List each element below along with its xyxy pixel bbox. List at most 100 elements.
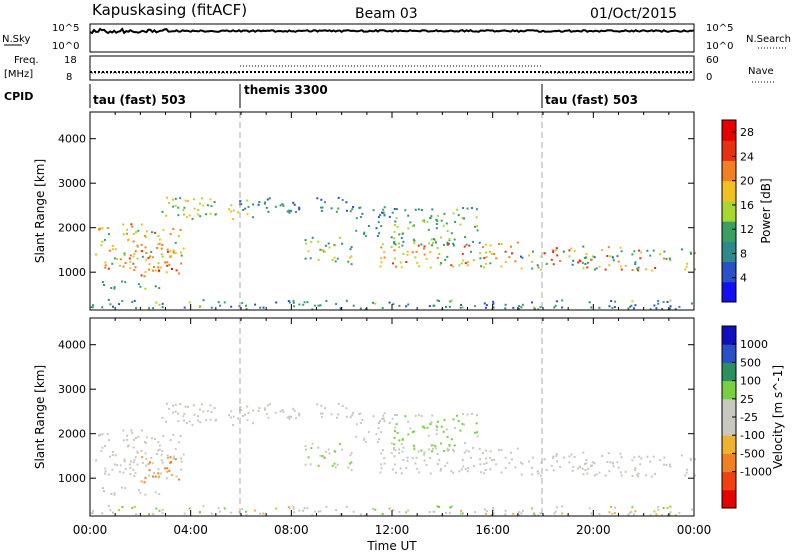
data-cell xyxy=(485,304,488,307)
data-cell xyxy=(443,418,446,421)
x-tick-label: 04:00 xyxy=(173,523,208,537)
data-cell xyxy=(174,410,177,413)
data-cell xyxy=(631,300,634,303)
data-cell xyxy=(568,461,571,464)
data-cell xyxy=(90,512,93,515)
data-cell xyxy=(659,459,662,462)
data-cell xyxy=(265,206,268,209)
data-cell xyxy=(304,445,307,448)
data-cell xyxy=(154,269,157,272)
data-cell xyxy=(414,414,417,417)
data-cell xyxy=(493,253,496,255)
data-cell xyxy=(335,303,338,305)
data-cell xyxy=(182,247,185,250)
data-cell xyxy=(613,512,616,515)
data-cell xyxy=(608,470,611,473)
data-cell xyxy=(636,267,639,270)
data-cell xyxy=(449,506,452,509)
data-cell xyxy=(585,256,588,259)
data-cell xyxy=(463,423,466,426)
data-cell xyxy=(458,264,461,267)
data-cell xyxy=(634,510,637,513)
data-cell xyxy=(121,506,124,508)
data-cell xyxy=(400,266,403,269)
noise-right-label: N.Search xyxy=(746,34,791,45)
data-cell xyxy=(436,257,439,259)
data-cell xyxy=(359,422,362,424)
beam-title: Beam 03 xyxy=(355,6,418,22)
data-cell xyxy=(401,450,404,453)
data-cell xyxy=(434,241,437,244)
data-cell xyxy=(650,475,653,478)
data-cell xyxy=(435,227,438,230)
data-cell xyxy=(135,437,137,440)
data-cell xyxy=(174,447,177,450)
data-cell xyxy=(489,450,492,453)
data-cell xyxy=(404,415,407,418)
data-cell xyxy=(320,412,323,415)
data-cell xyxy=(199,202,201,205)
data-cell xyxy=(317,304,320,307)
data-cell xyxy=(97,228,100,231)
data-cell xyxy=(391,211,394,214)
data-cell xyxy=(91,306,94,309)
data-cell xyxy=(164,467,167,470)
data-cell xyxy=(172,228,175,230)
data-cell xyxy=(174,204,177,207)
data-cell xyxy=(414,462,417,465)
data-cell xyxy=(423,459,426,462)
data-cell xyxy=(394,426,397,429)
data-cell xyxy=(426,426,429,429)
data-cell xyxy=(393,414,396,416)
data-cell xyxy=(137,229,140,232)
data-cell xyxy=(155,301,158,304)
data-cell xyxy=(684,474,687,477)
data-cell xyxy=(135,307,137,310)
data-cell xyxy=(147,257,150,259)
data-cell xyxy=(393,237,396,240)
data-cell xyxy=(590,512,593,515)
data-cell xyxy=(246,419,249,422)
data-cell xyxy=(421,425,424,428)
data-cell xyxy=(619,246,622,249)
data-cell xyxy=(637,266,640,269)
data-cell xyxy=(416,261,419,264)
data-cell xyxy=(202,410,205,413)
data-cell xyxy=(169,233,172,236)
data-cell xyxy=(520,512,523,515)
data-cell xyxy=(655,513,658,516)
data-cell xyxy=(119,264,121,267)
data-cell xyxy=(266,404,269,407)
y-tick-label: 1000 xyxy=(58,266,86,279)
data-cell xyxy=(383,214,386,216)
data-cell xyxy=(556,254,559,257)
noise-left-tick-bottom: 10^0 xyxy=(52,41,79,52)
data-cell xyxy=(379,265,382,268)
data-cell xyxy=(380,452,383,455)
data-cell xyxy=(617,466,620,469)
data-cell xyxy=(359,216,362,218)
freq-left-tick-top: 18 xyxy=(64,55,77,66)
power-y-label: Slant Range [km] xyxy=(33,159,47,263)
data-cell xyxy=(533,307,536,310)
data-cell xyxy=(274,205,277,208)
data-cell xyxy=(172,434,175,436)
data-cell xyxy=(349,454,352,457)
power-colorbar: 4 8 12 16 20 24 28 xyxy=(721,119,754,303)
data-cell xyxy=(539,268,542,271)
data-cell xyxy=(288,417,291,420)
data-cell xyxy=(355,229,358,232)
data-cell xyxy=(452,471,455,474)
data-cell xyxy=(420,415,423,417)
colorbar-tick-label: -100 xyxy=(740,429,765,442)
data-cell xyxy=(184,199,187,202)
data-cell xyxy=(666,301,669,303)
data-cell xyxy=(581,467,584,470)
data-cell xyxy=(266,198,269,201)
data-cell xyxy=(531,260,534,263)
data-cell xyxy=(428,305,431,307)
data-cell xyxy=(440,262,442,264)
data-cell xyxy=(95,459,98,462)
data-cell xyxy=(200,197,203,200)
data-cell xyxy=(306,301,309,304)
